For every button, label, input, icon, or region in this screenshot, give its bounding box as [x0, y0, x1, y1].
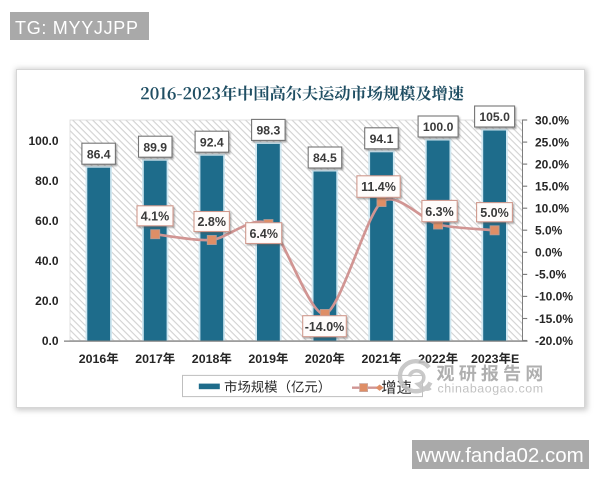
svg-text:84.5: 84.5 [313, 151, 337, 165]
svg-text:2017: 2017 [135, 352, 163, 366]
svg-text:2023: 2023 [471, 352, 499, 366]
svg-text:20.0%: 20.0% [535, 157, 569, 171]
svg-text:6.4%: 6.4% [249, 227, 278, 241]
svg-text:E: E [511, 352, 519, 366]
svg-text:94.1: 94.1 [370, 132, 394, 146]
svg-text:60.0: 60.0 [35, 214, 59, 228]
svg-text:-10.0%: -10.0% [535, 290, 573, 304]
svg-text:5.0%: 5.0% [535, 224, 563, 238]
svg-text:11.4%: 11.4% [361, 180, 396, 194]
svg-text:25.0%: 25.0% [535, 135, 569, 149]
svg-text:40.0: 40.0 [35, 254, 59, 268]
svg-text:105.0: 105.0 [479, 110, 510, 124]
svg-text:6.3%: 6.3% [425, 205, 454, 219]
svg-text:www.fanda02.com: www.fanda02.com [415, 444, 584, 467]
svg-text:chinabaogao.com: chinabaogao.com [438, 382, 544, 396]
svg-text:30.0%: 30.0% [535, 113, 569, 127]
svg-text:0.0%: 0.0% [535, 246, 563, 260]
svg-text:80.0: 80.0 [35, 174, 59, 188]
svg-text:-5.0%: -5.0% [535, 268, 567, 282]
svg-text:89.9: 89.9 [143, 140, 167, 154]
svg-text:100.0: 100.0 [423, 120, 454, 134]
svg-text:5.0%: 5.0% [480, 206, 509, 220]
svg-text:4.1%: 4.1% [141, 210, 170, 224]
svg-text:2020: 2020 [305, 352, 333, 366]
svg-text:2018: 2018 [192, 352, 220, 366]
svg-text:0.0: 0.0 [42, 334, 59, 348]
svg-text:10.0%: 10.0% [535, 202, 569, 216]
svg-text:-20.0%: -20.0% [535, 334, 573, 348]
svg-text:2021: 2021 [362, 352, 390, 366]
svg-text:92.4: 92.4 [200, 135, 224, 149]
svg-text:98.3: 98.3 [257, 124, 281, 138]
svg-text:2016: 2016 [79, 352, 107, 366]
svg-text:2019: 2019 [248, 352, 276, 366]
svg-text:-15.0%: -15.0% [535, 312, 573, 326]
svg-text:15.0%: 15.0% [535, 180, 569, 194]
svg-text:86.4: 86.4 [87, 147, 111, 161]
svg-text:100.0: 100.0 [28, 134, 58, 148]
svg-text:-14.0%: -14.0% [305, 320, 345, 334]
svg-text:2.8%: 2.8% [197, 215, 226, 229]
svg-text:TG: MYYJJPP: TG: MYYJJPP [15, 18, 139, 38]
svg-text:20.0: 20.0 [35, 294, 59, 308]
